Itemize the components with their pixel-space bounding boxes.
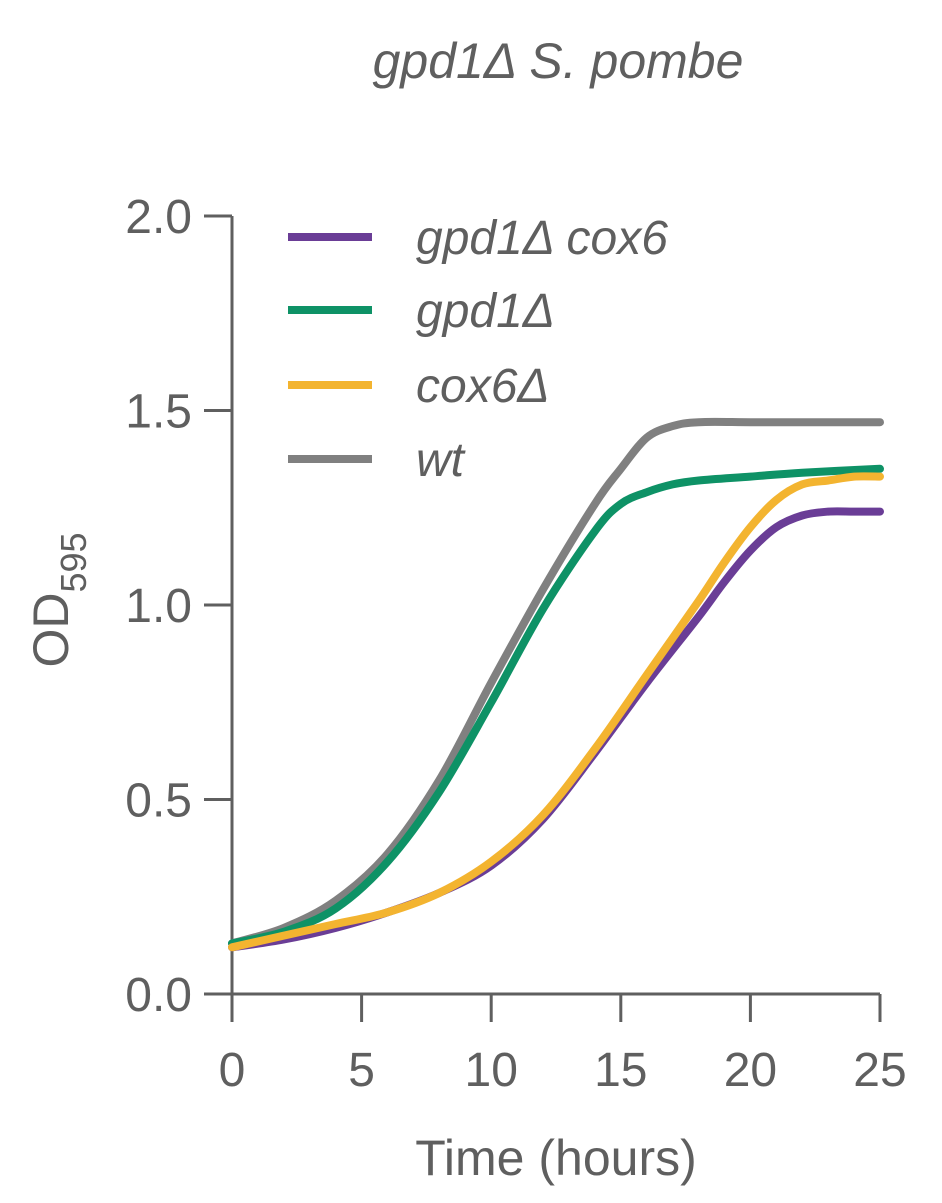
- y-tick-label: 2.0: [125, 191, 192, 244]
- y-axis-label-subscript: 595: [53, 532, 94, 592]
- axes: [230, 216, 880, 996]
- x-ticks: 0 5 10 15 20 25: [219, 994, 907, 1097]
- x-tick-label: 15: [594, 1044, 647, 1097]
- series-line-1: [228, 464, 884, 948]
- legend-label: gpd1Δ: [416, 285, 555, 338]
- legend-label: gpd1Δ cox6: [416, 212, 668, 265]
- x-tick-label: 5: [348, 1044, 375, 1097]
- y-tick-label: 0.5: [125, 775, 192, 828]
- series-lines: [228, 417, 884, 952]
- y-axis-label-main: OD: [23, 593, 79, 668]
- legend-label: cox6Δ: [416, 360, 550, 413]
- x-tick-label: 0: [219, 1044, 246, 1097]
- x-tick-label: 10: [465, 1044, 518, 1097]
- series-line-3: [228, 417, 884, 948]
- y-axis-label: OD595: [23, 532, 94, 667]
- legend: gpd1Δ cox6 gpd1Δ cox6Δ wt: [288, 212, 668, 487]
- y-tick-label: 0.0: [125, 969, 192, 1022]
- y-tick-label: 1.0: [125, 580, 192, 633]
- chart-title: gpd1Δ S. pombe: [373, 33, 744, 89]
- svg-text:OD595: OD595: [23, 532, 94, 667]
- x-tick-label: 25: [853, 1044, 906, 1097]
- y-ticks: 0.0 0.5 1.0 1.5 2.0: [125, 191, 232, 1022]
- legend-label: wt: [416, 434, 466, 487]
- y-tick-label: 1.5: [125, 386, 192, 439]
- x-axis-label: Time (hours): [415, 1130, 697, 1186]
- series-line-2: [228, 472, 884, 952]
- x-tick-label: 20: [724, 1044, 777, 1097]
- series-line-0: [228, 507, 884, 952]
